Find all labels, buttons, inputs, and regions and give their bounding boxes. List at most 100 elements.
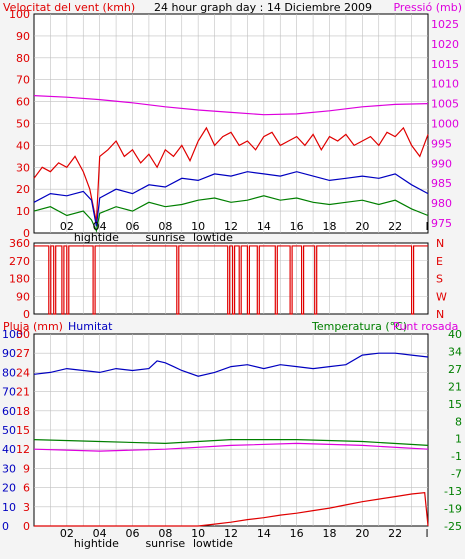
rain-tick-label: 30: [16, 328, 30, 341]
direction-tick-label: 90: [16, 290, 30, 303]
pressure-tick-label: 1000: [431, 118, 459, 131]
direction-compass-label: N: [436, 237, 444, 250]
pressure-tick-label: 990: [431, 157, 452, 170]
temperature-tick-label: 15: [448, 398, 462, 411]
humidity-tick-label: 90: [2, 347, 16, 360]
event-label-bottom-lowtide: lowtide: [193, 537, 233, 550]
direction-tick-label: 180: [9, 273, 30, 286]
humidity-tick-label: 50: [2, 424, 16, 437]
bottom-time-label: 16: [290, 527, 304, 540]
wind-tick-label: 80: [16, 52, 30, 65]
top-time-label: 04: [93, 220, 107, 233]
series-line-pluja: [34, 492, 429, 527]
temperature-tick-label: -7: [451, 468, 462, 481]
direction-compass-label: S: [436, 273, 443, 286]
rain-tick-label: 15: [16, 424, 30, 437]
series-line-min: [33, 195, 429, 233]
humidity-axis-title: Humitat: [68, 320, 113, 333]
pressure-tick-label: 1020: [431, 38, 459, 51]
humidity-tick-label: 100: [2, 328, 23, 341]
event-label-lowtide: lowtide: [193, 231, 233, 244]
series-line-pressure: [33, 95, 429, 116]
humidity-tick-label: 10: [2, 501, 16, 514]
bottom-time-label: 10: [191, 527, 205, 540]
temperature-tick-label: 8: [455, 415, 462, 428]
wind-tick-label: 60: [16, 96, 30, 109]
direction-compass-label: W: [436, 290, 447, 303]
top-time-label: 14: [257, 220, 271, 233]
wind-tick-label: 100: [9, 8, 30, 21]
temperature-tick-label: 1: [455, 433, 462, 446]
bottom-time-label: 18: [323, 527, 337, 540]
pressure-tick-label: 1025: [431, 18, 459, 31]
top-time-label: 10: [191, 220, 205, 233]
temperature-tick-label: 27: [448, 363, 462, 376]
temperature-tick-label: 34: [448, 345, 462, 358]
top-time-label: 18: [323, 220, 337, 233]
direction-tick-label: 0: [23, 308, 30, 321]
wind-tick-label: 10: [16, 205, 30, 218]
rain-tick-label: 21: [16, 386, 30, 399]
bottom-time-label: 08: [158, 527, 172, 540]
event-label-hightide: hightide: [74, 231, 119, 244]
top-time-label: 06: [126, 220, 140, 233]
temperature-tick-label: -13: [444, 485, 462, 498]
humidity-tick-label: 70: [2, 386, 16, 399]
pressure-tick-label: 1010: [431, 78, 459, 91]
pressure-tick-label: 975: [431, 217, 452, 230]
pressure-axis-title: Pressió (mb): [393, 1, 462, 14]
series-line-humidity: [33, 352, 429, 377]
direction-compass-label: E: [436, 255, 443, 268]
rain-tick-label: 27: [16, 347, 30, 360]
event-label-bottom-sunrise: sunrise: [145, 537, 185, 550]
temperature-tick-label: -25: [444, 520, 462, 533]
bottom-time-label: 12: [224, 527, 238, 540]
wind-tick-label: 20: [16, 183, 30, 196]
pressure-tick-label: 1015: [431, 58, 459, 71]
top-time-label: 12: [224, 220, 238, 233]
wind-tick-label: 50: [16, 118, 30, 131]
dewpoint-axis-title: Punt rosada: [393, 320, 458, 333]
rain-tick-label: 12: [16, 443, 30, 456]
bottom-time-label: 06: [126, 527, 140, 540]
top-time-label: 20: [355, 220, 369, 233]
rain-tick-label: 3: [23, 501, 30, 514]
bottom-time-label: 04: [93, 527, 107, 540]
humidity-tick-label: 40: [2, 443, 16, 456]
temperature-axis-title: Temperatura (°C): [311, 320, 407, 333]
humidity-tick-label: 30: [2, 462, 16, 475]
wind-tick-label: 90: [16, 30, 30, 43]
rain-tick-label: 24: [16, 366, 30, 379]
bottom-time-label: 20: [355, 527, 369, 540]
direction-compass-label: N: [436, 308, 444, 321]
wind-axis-title: Velocitat del vent (kmh): [3, 1, 135, 14]
bottom-time-label: 02: [60, 527, 74, 540]
event-label-sunrise: sunrise: [145, 231, 185, 244]
top-time-label: 02: [60, 220, 74, 233]
wind-tick-label: 40: [16, 139, 30, 152]
pressure-tick-label: 985: [431, 177, 452, 190]
event-label-bottom-hightide: hightide: [74, 537, 119, 550]
direction-tick-label: 270: [9, 255, 30, 268]
temperature-tick-label: -1: [451, 450, 462, 463]
humidity-tick-label: 60: [2, 405, 16, 418]
humidity-tick-label: 0: [2, 520, 9, 533]
top-time-label: 22: [388, 220, 402, 233]
top-time-label: 16: [290, 220, 304, 233]
temperature-tick-label: -19: [444, 503, 462, 516]
temperature-tick-label: 21: [448, 380, 462, 393]
series-line-direction: [34, 245, 428, 315]
humidity-tick-label: 20: [2, 482, 16, 495]
top-time-label: 08: [158, 220, 172, 233]
bottom-time-end: l: [425, 527, 428, 540]
bottom-time-label: 22: [388, 527, 402, 540]
rain-tick-label: 6: [23, 482, 30, 495]
pressure-tick-label: 980: [431, 197, 452, 210]
pressure-tick-label: 995: [431, 137, 452, 150]
bottom-time-label: 14: [257, 527, 271, 540]
series-line-temperatura: [33, 439, 429, 446]
wind-tick-label: 30: [16, 161, 30, 174]
series-line-punt-rosada: [33, 442, 429, 452]
wind-tick-label: 0: [23, 227, 30, 240]
